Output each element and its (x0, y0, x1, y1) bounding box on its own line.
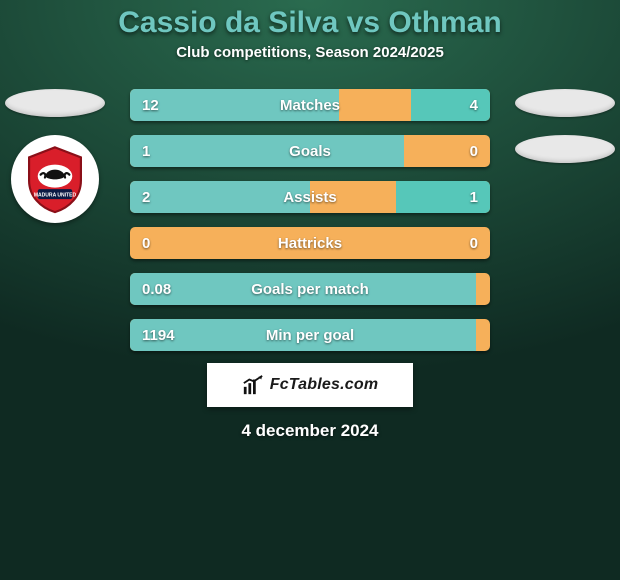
watermark: FcTables.com (207, 363, 413, 407)
stat-left-fill (130, 273, 476, 305)
stat-label: Hattricks (130, 227, 490, 259)
stat-left-fill (130, 135, 404, 167)
left-player-column: MADURA UNITED (0, 89, 110, 223)
club-badge-placeholder (515, 135, 615, 163)
stat-row: 124Matches (130, 89, 490, 121)
stat-right-fill (396, 181, 490, 213)
stat-value-left: 0 (130, 227, 162, 259)
stat-row: 21Assists (130, 181, 490, 213)
stat-left-fill (130, 89, 339, 121)
stat-value-right: 0 (458, 227, 490, 259)
club-badge-icon: MADURA UNITED (19, 143, 91, 215)
comparison-area: MADURA UNITED 124Matches 10Goals 21Assists… (0, 89, 620, 349)
svg-text:MADURA UNITED: MADURA UNITED (34, 192, 77, 198)
right-player-column (510, 89, 620, 163)
stat-bars: 124Matches10Goals21Assists00Hattricks0.0… (130, 89, 490, 351)
stat-right-fill (411, 89, 490, 121)
stat-left-fill (130, 319, 476, 351)
page-title: Cassio da Silva vs Othman (0, 6, 620, 40)
stat-row: 0.08Goals per match (130, 273, 490, 305)
player-avatar-placeholder (515, 89, 615, 117)
stat-row: 1194Min per goal (130, 319, 490, 351)
club-badge-left: MADURA UNITED (11, 135, 99, 223)
page-subtitle: Club competitions, Season 2024/2025 (0, 44, 620, 61)
footer-date: 4 december 2024 (0, 421, 620, 441)
stat-left-fill (130, 181, 310, 213)
watermark-text: FcTables.com (270, 376, 379, 394)
stat-row: 10Goals (130, 135, 490, 167)
content: Cassio da Silva vs Othman Club competiti… (0, 0, 620, 580)
chart-icon (242, 374, 264, 396)
stat-row: 0 0Hattricks (130, 227, 490, 259)
stat-value-right: 0 (458, 135, 490, 167)
player-avatar-placeholder (5, 89, 105, 117)
